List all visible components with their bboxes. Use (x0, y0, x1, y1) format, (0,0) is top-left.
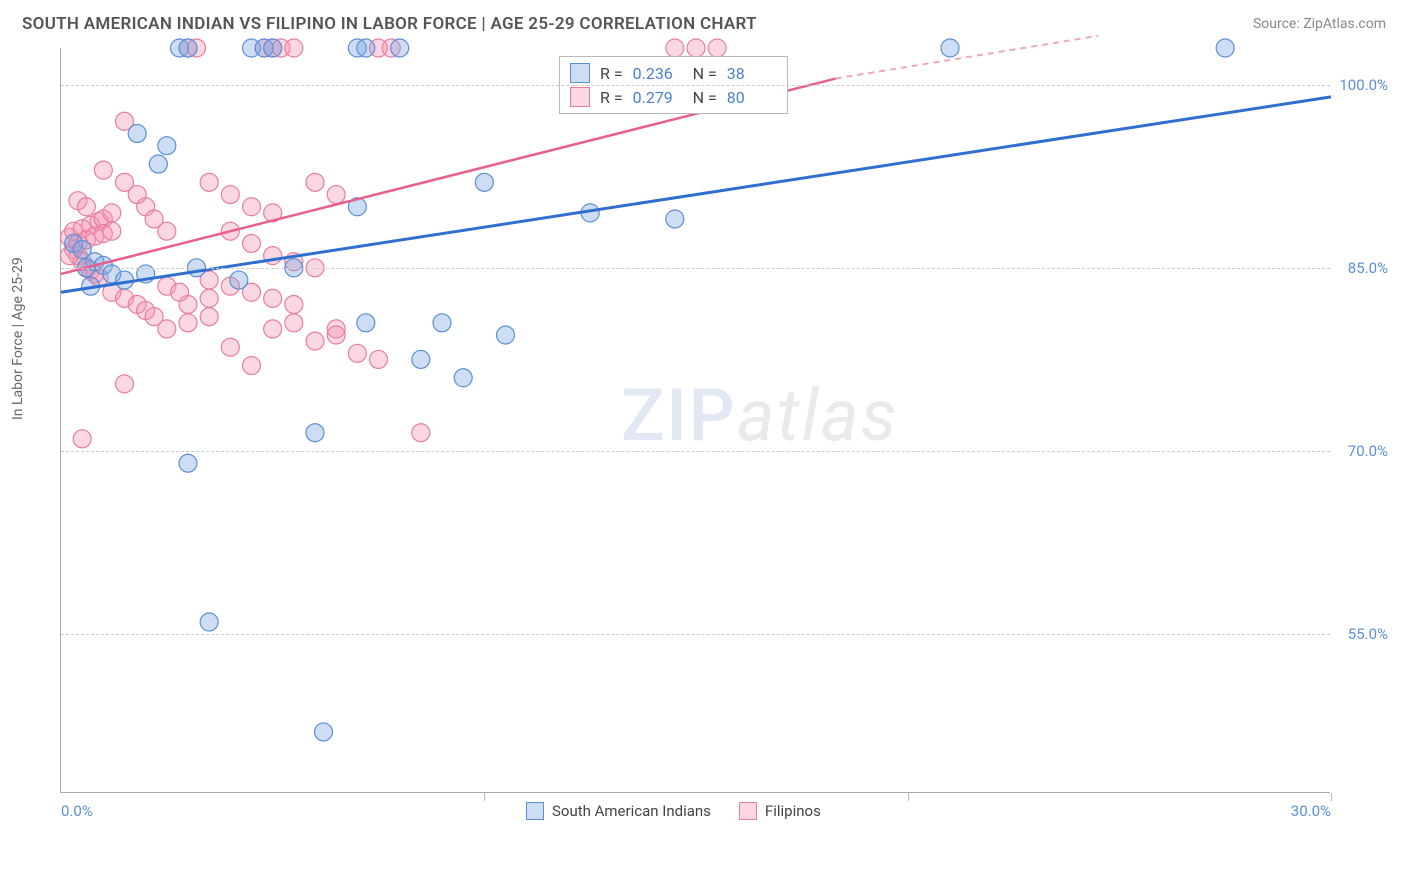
x-tick-mark (908, 793, 909, 801)
legend-row-pink: R = 0.279 N = 80 (570, 85, 777, 109)
legend-row-blue: R = 0.236 N = 38 (570, 61, 777, 85)
gridline-h (61, 451, 1330, 452)
r-label: R = (600, 88, 623, 107)
r-value-pink: 0.279 (633, 88, 683, 107)
r-label: R = (600, 64, 623, 83)
source-credit: Source: ZipAtlas.com (1253, 16, 1386, 32)
series-legend: South American Indians Filipinos (526, 802, 821, 820)
gridline-h (61, 85, 1330, 86)
chart-svg (61, 48, 1330, 792)
legend-item-blue: South American Indians (526, 802, 711, 820)
x-tick-label: 30.0% (1291, 802, 1331, 820)
x-tick-mark (1331, 793, 1332, 801)
y-tick-label: 100.0% (1339, 76, 1388, 94)
legend-swatch-pink (570, 87, 590, 107)
x-tick-label: 0.0% (61, 802, 93, 820)
legend-label-pink: Filipinos (765, 802, 821, 820)
gridline-h (61, 634, 1330, 635)
gridline-h (61, 268, 1330, 269)
legend-swatch-blue (570, 63, 590, 83)
n-label: N = (693, 88, 717, 107)
scatter-plot: ZIPatlas R = 0.236 N = 38 R = 0.279 N = … (60, 48, 1330, 793)
n-label: N = (693, 64, 717, 83)
n-value-blue: 38 (727, 64, 777, 83)
legend-swatch-blue (526, 802, 544, 820)
y-tick-label: 85.0% (1348, 259, 1388, 277)
legend-item-pink: Filipinos (739, 802, 821, 820)
n-value-pink: 80 (727, 88, 777, 107)
y-tick-label: 70.0% (1348, 442, 1388, 460)
y-axis-label: In Labor Force | Age 25-29 (10, 257, 26, 420)
legend-label-blue: South American Indians (552, 802, 711, 820)
chart-title: SOUTH AMERICAN INDIAN VS FILIPINO IN LAB… (22, 14, 757, 34)
legend-swatch-pink (739, 802, 757, 820)
x-tick-mark (484, 793, 485, 801)
y-tick-label: 55.0% (1348, 625, 1388, 643)
r-value-blue: 0.236 (633, 64, 683, 83)
